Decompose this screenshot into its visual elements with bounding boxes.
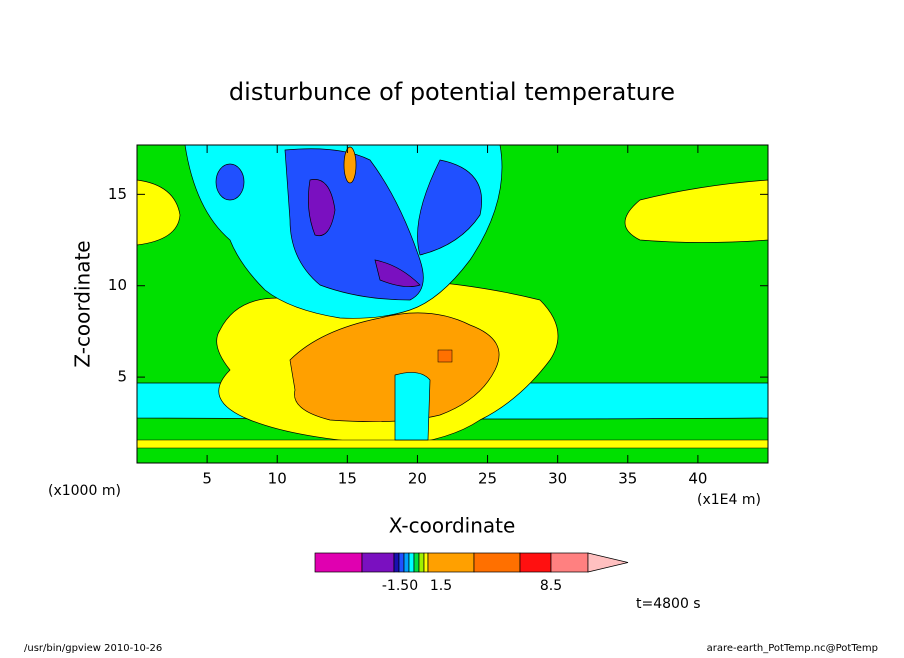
x-tick-label: 15 bbox=[338, 470, 357, 488]
colorbar bbox=[314, 552, 629, 573]
y-tick-label: 10 bbox=[108, 276, 127, 294]
footer-right: arare-earth_PotTemp.nc@PotTemp bbox=[707, 643, 878, 654]
chart-title: disturbunce of potential temperature bbox=[229, 78, 675, 106]
colorbar-segment bbox=[361, 552, 395, 573]
x-tick-label: 40 bbox=[688, 470, 707, 488]
footer-left: /usr/bin/gpview 2010-10-26 bbox=[24, 643, 162, 654]
colorbar-segment bbox=[473, 552, 521, 573]
colorbar-segment bbox=[408, 552, 415, 573]
colorbar-segment bbox=[427, 552, 475, 573]
x-axis-title: X-coordinate bbox=[389, 514, 516, 538]
x-tick-label: 10 bbox=[268, 470, 287, 488]
colorbar-segment bbox=[398, 552, 405, 573]
x-tick-label: 5 bbox=[202, 470, 212, 488]
x-unit: (x1000 m) bbox=[48, 483, 121, 499]
colorbar-segment bbox=[393, 552, 400, 573]
axes: 5 10 15 20 25 30 35 40 5 10 15 bbox=[108, 145, 768, 488]
colorbar-segment bbox=[519, 552, 552, 573]
plot-frame bbox=[136, 144, 769, 464]
x-tick-label: 20 bbox=[408, 470, 427, 488]
annotation: t=4800 s bbox=[636, 596, 701, 612]
colorbar-segment bbox=[413, 552, 420, 573]
colorbar-segment bbox=[314, 552, 363, 573]
x-tick-label: 30 bbox=[548, 470, 567, 488]
colorbar-tip bbox=[587, 552, 629, 573]
colorbar-label: 1.5 bbox=[430, 578, 452, 594]
colorbar-segment bbox=[403, 552, 410, 573]
y-axis-title: Z-coordinate bbox=[71, 240, 95, 367]
colorbar-segment bbox=[418, 552, 425, 573]
y-tick-label: 15 bbox=[108, 185, 127, 203]
y-tick-label: 5 bbox=[117, 368, 127, 386]
contour-field bbox=[137, 145, 768, 463]
colorbar-label: -1.50 bbox=[382, 578, 418, 594]
x-tick-label: 25 bbox=[478, 470, 497, 488]
x-unit-2: (x1E4 m) bbox=[697, 492, 761, 508]
colorbar-segment bbox=[550, 552, 589, 573]
x-tick-label: 35 bbox=[618, 470, 637, 488]
colorbar-segment bbox=[423, 552, 429, 573]
colorbar-label: 8.5 bbox=[540, 578, 562, 594]
